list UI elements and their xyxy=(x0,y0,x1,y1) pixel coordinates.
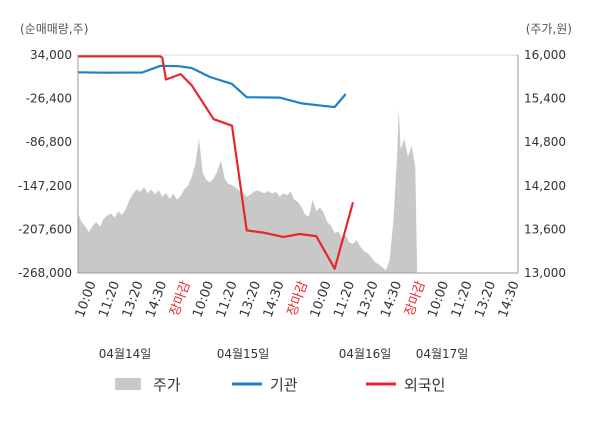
left-y-tick-label: -86,800 xyxy=(26,135,72,149)
series-lines-layer xyxy=(77,55,355,270)
right-y-tick-label: 14,200 xyxy=(524,179,566,193)
left-y-tick-label: -147,200 xyxy=(18,179,72,193)
left-y-tick-label: -207,600 xyxy=(18,222,72,236)
right-y-tick-label: 16,000 xyxy=(524,48,566,62)
legend-swatch-price xyxy=(115,378,141,390)
legend: 주가 기관 외국인 xyxy=(115,376,445,394)
legend-label: 외국인 xyxy=(404,376,445,394)
right-y-tick-label: 13,600 xyxy=(524,222,566,236)
series-line-2 xyxy=(78,55,355,270)
legend-label: 기관 xyxy=(270,376,298,394)
right-axis-unit: (주가,원) xyxy=(526,22,572,36)
date-label: 04월15일 xyxy=(217,347,270,361)
legend-label: 주가 xyxy=(153,376,181,394)
left-y-tick-label: 34,000 xyxy=(30,48,72,62)
left-y-tick-label: -268,000 xyxy=(18,266,72,280)
right-y-tick-label: 15,400 xyxy=(524,92,566,106)
x-tick-label-market-close: 장마감 xyxy=(402,279,428,318)
x-tick-label-market-close: 장마감 xyxy=(167,279,193,318)
date-label: 04월16일 xyxy=(339,347,392,361)
right-y-tick-label: 14,800 xyxy=(524,135,566,149)
series-area-price xyxy=(78,109,418,273)
axes-layer xyxy=(77,55,519,274)
price-area-layer xyxy=(78,109,418,273)
left-axis-unit: (순매매량,주) xyxy=(20,22,88,36)
x-tick-label-market-close: 장마감 xyxy=(285,279,311,318)
series-line-1 xyxy=(77,64,347,109)
date-label: 04월14일 xyxy=(99,347,152,361)
left-y-tick-label: -26,400 xyxy=(26,92,72,106)
right-y-tick-label: 13,000 xyxy=(524,266,566,280)
date-label: 04월17일 xyxy=(416,347,469,361)
x-tick-label: 14:30 xyxy=(496,279,523,319)
